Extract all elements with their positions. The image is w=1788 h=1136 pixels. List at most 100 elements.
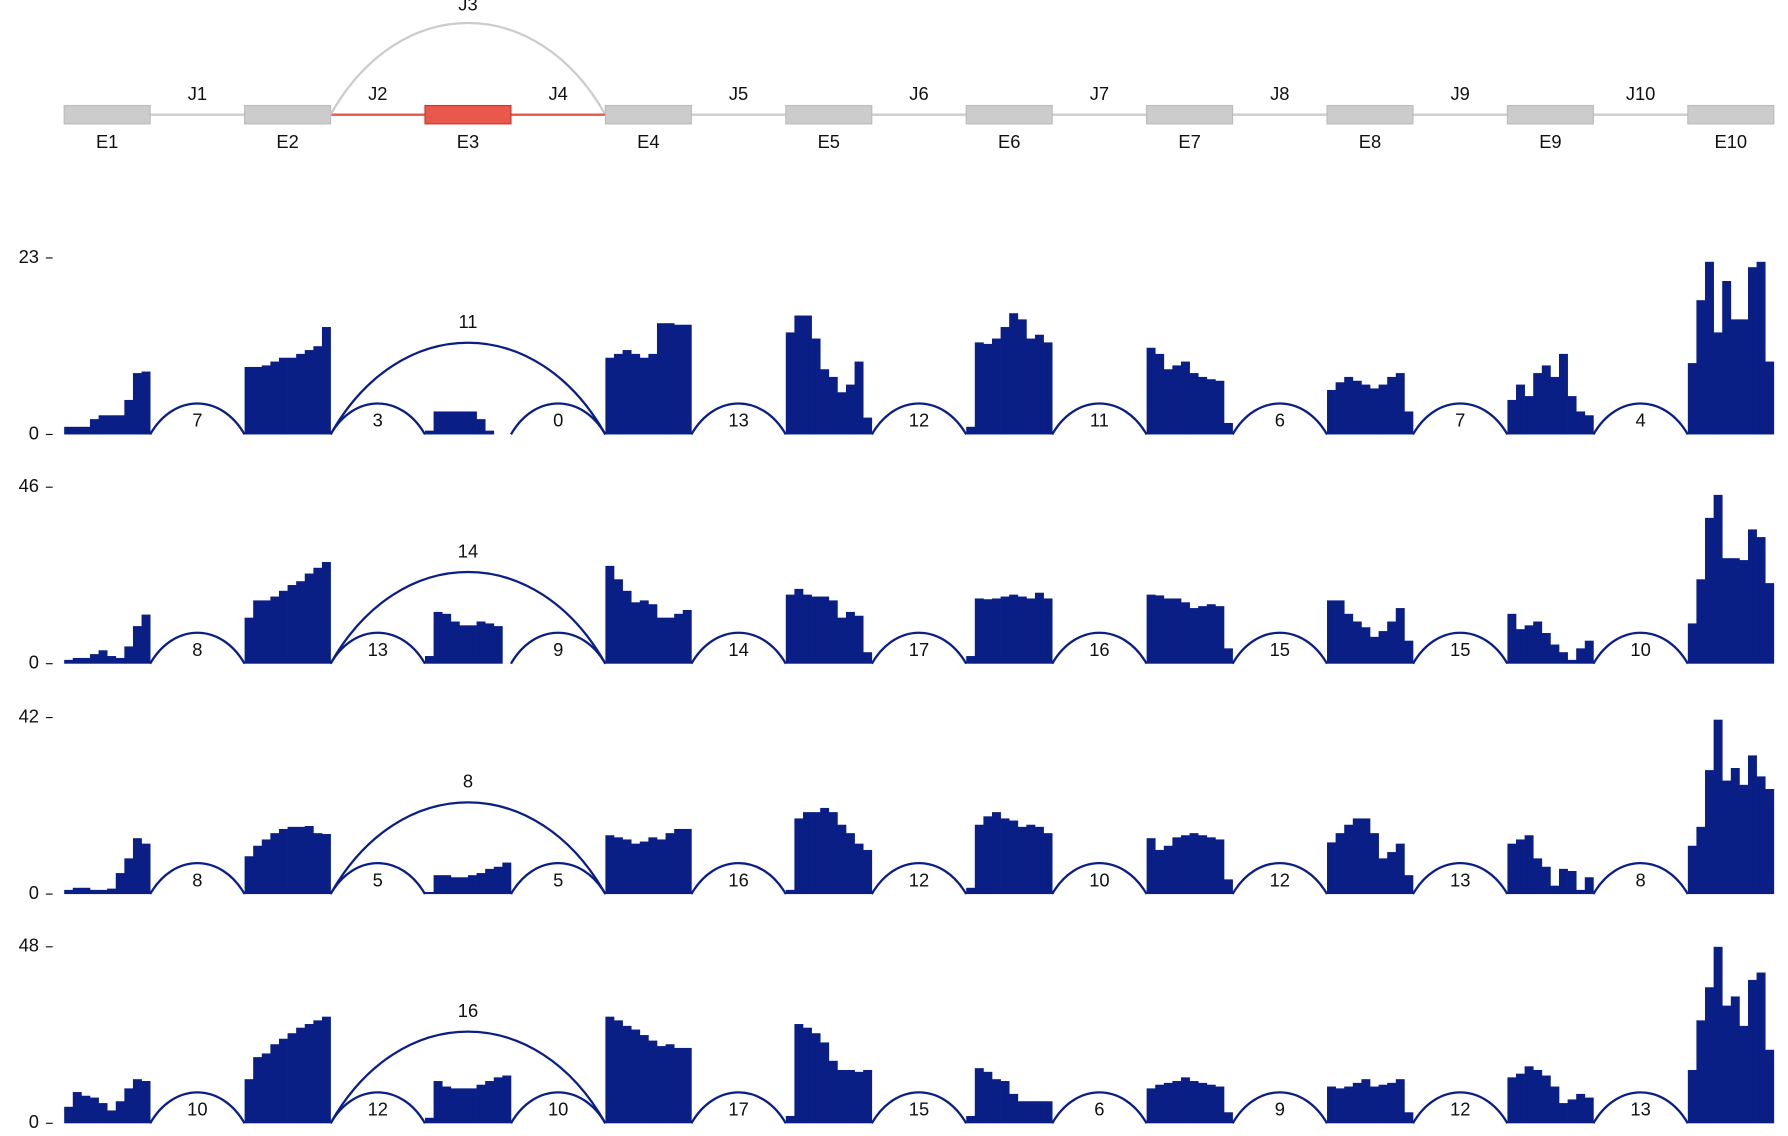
coverage-bar	[304, 350, 314, 435]
coverage-bar	[622, 590, 632, 664]
junction-label: J10	[1626, 83, 1656, 104]
coverage-bar	[983, 816, 993, 895]
coverage-bar	[1172, 365, 1182, 435]
junction-arc	[870, 861, 968, 895]
coverage-bar	[1533, 1069, 1543, 1124]
coverage-bar	[854, 1071, 864, 1124]
coverage-bar	[459, 411, 469, 435]
coverage-bar	[1206, 837, 1216, 895]
coverage-bar	[1378, 858, 1388, 895]
coverage-bar	[1747, 755, 1757, 895]
coverage-bar	[802, 315, 812, 435]
junction-arc	[1411, 631, 1509, 665]
coverage-bar	[304, 825, 314, 895]
exon	[1146, 104, 1234, 125]
coverage-bar	[1327, 600, 1336, 664]
coverage-bar	[1507, 843, 1517, 895]
coverage-bar	[1017, 1101, 1027, 1124]
coverage-bar	[1009, 594, 1019, 664]
junction-arc	[1592, 1091, 1689, 1124]
coverage-bar	[72, 1092, 82, 1124]
junction-count: 6	[1275, 410, 1285, 431]
coverage-bar	[863, 417, 873, 435]
junction-arc	[1231, 631, 1329, 665]
coverage-bar	[1361, 1079, 1371, 1124]
coverage-bar	[141, 371, 151, 435]
coverage-bar	[837, 392, 847, 435]
junction-label: J9	[1451, 83, 1470, 104]
junction-count: 3	[373, 410, 383, 431]
coverage-bar	[1756, 261, 1766, 435]
coverage-bar	[674, 324, 684, 435]
coverage-bar	[1017, 826, 1027, 895]
exon	[1687, 104, 1775, 125]
exon-label: E8	[1359, 131, 1381, 152]
coverage-bar	[656, 617, 666, 664]
coverage-bar	[1335, 600, 1345, 664]
coverage-bar	[72, 426, 82, 435]
coverage-bar	[1395, 843, 1405, 895]
coverage-bar	[1524, 1066, 1534, 1124]
coverage-bar	[1567, 1099, 1577, 1124]
coverage-bar	[313, 346, 323, 435]
exon-label: E6	[998, 131, 1020, 152]
junction-arc	[1051, 861, 1148, 895]
coverage-bar	[459, 1088, 469, 1124]
coverage-bar	[1344, 613, 1354, 664]
coverage-bar	[622, 350, 632, 435]
coverage-bar	[442, 613, 452, 664]
coverage-bar	[485, 430, 495, 435]
junction-arc	[509, 1091, 607, 1124]
y-tick-label: 48	[19, 935, 39, 956]
junction-arc	[690, 631, 787, 665]
coverage-bar	[656, 839, 666, 895]
coverage-bar	[1335, 833, 1345, 895]
coverage-bar	[1017, 319, 1027, 435]
coverage-bar	[1361, 384, 1371, 435]
coverage-bar	[1223, 1112, 1233, 1124]
exon-label: E4	[637, 131, 659, 152]
coverage-bar	[253, 600, 263, 664]
coverage-bar	[89, 419, 99, 435]
coverage-bar	[613, 579, 623, 664]
coverage-bar	[424, 430, 434, 435]
coverage-bar	[1730, 768, 1740, 895]
coverage-bar	[1524, 835, 1534, 895]
coverage-bar	[1352, 818, 1362, 895]
coverage-bar	[802, 1027, 812, 1124]
junction-arc	[1411, 861, 1509, 895]
junction-arc	[329, 1091, 426, 1124]
exon	[63, 104, 151, 125]
junction-arc	[1231, 1091, 1329, 1124]
junction-label: J3	[458, 0, 477, 15]
junction-label: J7	[1090, 83, 1109, 104]
coverage-bar	[1507, 613, 1517, 664]
coverage-bar	[424, 656, 434, 664]
coverage-bar	[1146, 594, 1156, 664]
coverage-bar	[983, 1071, 993, 1124]
junction-count: 16	[1089, 639, 1109, 660]
coverage-bar	[278, 590, 288, 664]
junction-label: J6	[909, 83, 928, 104]
coverage-bar	[1163, 845, 1173, 895]
coverage-bar	[1558, 353, 1568, 435]
junction-arc	[1051, 402, 1148, 436]
coverage-bar	[1335, 1088, 1345, 1124]
coverage-bar	[1739, 560, 1749, 664]
exon	[244, 104, 332, 125]
coverage-bar	[1524, 625, 1534, 664]
coverage-bar	[828, 812, 838, 895]
coverage-bar	[1765, 583, 1775, 664]
junction-count: 9	[553, 639, 563, 660]
coverage-bar	[1765, 789, 1775, 895]
coverage-bar	[1730, 558, 1740, 664]
coverage-bar	[1722, 280, 1732, 435]
coverage-bar	[665, 323, 675, 435]
coverage-bar	[794, 315, 804, 435]
junction-count: 8	[192, 869, 202, 890]
coverage-bar	[244, 617, 254, 664]
junction-count: 4	[1636, 410, 1646, 431]
y-tick-label: 46	[19, 475, 39, 496]
coverage-bar	[1155, 1084, 1165, 1124]
